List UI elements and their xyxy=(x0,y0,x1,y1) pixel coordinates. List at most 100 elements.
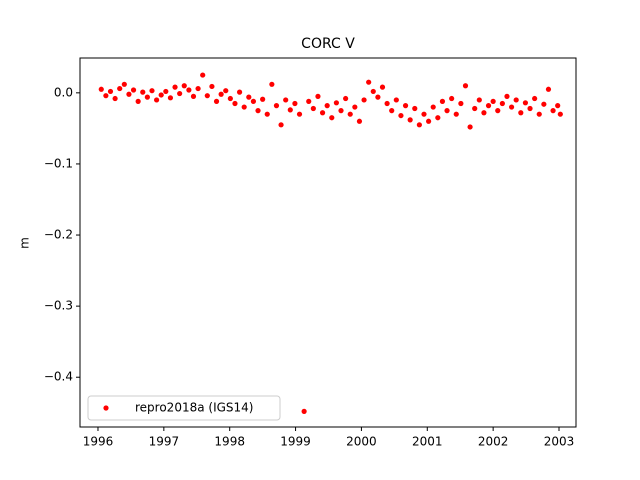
chart-title: CORC V xyxy=(301,36,355,52)
data-point xyxy=(541,101,547,107)
plot-area xyxy=(98,72,563,414)
data-point xyxy=(379,84,386,90)
data-point xyxy=(144,94,150,100)
data-point xyxy=(324,103,330,109)
data-point xyxy=(467,124,473,130)
data-point xyxy=(361,97,367,103)
data-point xyxy=(356,118,363,124)
data-point xyxy=(557,111,563,117)
data-point xyxy=(366,79,372,85)
data-point xyxy=(527,105,533,112)
data-point xyxy=(555,103,561,109)
data-point xyxy=(495,108,501,114)
data-point xyxy=(255,108,261,114)
data-point xyxy=(149,88,155,94)
data-point xyxy=(200,72,206,78)
data-point xyxy=(389,108,395,114)
data-point xyxy=(315,93,321,99)
data-point xyxy=(246,94,252,100)
data-point xyxy=(232,100,238,107)
data-point xyxy=(412,105,418,112)
data-point xyxy=(402,103,409,109)
data-point xyxy=(504,93,510,99)
data-point xyxy=(153,97,160,103)
data-point xyxy=(172,84,178,90)
data-point xyxy=(218,91,224,97)
data-point xyxy=(444,108,450,114)
y-tick-label: 0.0 xyxy=(54,85,73,99)
y-tick-label: −0.3 xyxy=(44,299,73,313)
data-point xyxy=(508,104,515,110)
data-point xyxy=(223,88,229,94)
data-point xyxy=(522,100,529,106)
legend-label: repro2018a (IGS14) xyxy=(135,401,253,415)
data-point xyxy=(177,90,183,97)
x-tick-label: 2001 xyxy=(412,435,443,449)
axes-frame xyxy=(79,57,577,428)
data-point xyxy=(103,93,109,99)
data-point xyxy=(264,111,270,117)
data-point xyxy=(158,92,164,98)
data-point xyxy=(190,93,197,99)
data-point xyxy=(398,112,404,119)
data-point xyxy=(241,104,247,110)
data-point xyxy=(112,95,118,102)
data-point xyxy=(107,88,114,95)
data-point xyxy=(333,100,339,106)
data-point xyxy=(167,95,174,101)
legend-marker xyxy=(103,405,109,411)
data-point xyxy=(236,89,243,95)
data-point xyxy=(140,89,146,95)
x-tick-label: 1999 xyxy=(280,435,311,449)
data-point xyxy=(435,115,441,121)
data-point xyxy=(98,86,104,92)
data-point xyxy=(195,85,201,92)
data-point xyxy=(490,98,496,104)
data-point xyxy=(213,98,220,104)
data-point xyxy=(426,118,432,124)
data-point xyxy=(204,93,210,99)
data-point xyxy=(375,94,381,100)
data-point xyxy=(536,111,542,117)
data-point xyxy=(458,100,464,107)
data-point xyxy=(439,98,446,104)
data-point xyxy=(121,81,127,87)
data-point xyxy=(462,83,469,89)
data-point xyxy=(227,95,233,102)
data-point xyxy=(518,110,524,116)
data-point xyxy=(329,115,335,121)
data-point xyxy=(117,85,123,92)
data-point xyxy=(292,100,298,107)
data-point xyxy=(481,110,487,116)
data-point xyxy=(449,95,455,102)
data-point xyxy=(301,408,307,414)
data-point xyxy=(485,103,492,109)
data-point xyxy=(384,100,390,107)
data-point xyxy=(260,96,266,102)
data-point xyxy=(250,98,257,104)
data-point xyxy=(163,88,169,95)
x-tick-label: 2003 xyxy=(544,435,575,449)
y-tick-label: −0.1 xyxy=(44,156,73,170)
data-point xyxy=(135,98,141,104)
data-point xyxy=(545,86,552,92)
data-point xyxy=(278,122,284,128)
data-point xyxy=(407,117,413,123)
data-point xyxy=(370,88,376,95)
data-point xyxy=(453,111,459,117)
data-point xyxy=(338,108,344,114)
data-point xyxy=(306,98,312,104)
data-point xyxy=(283,97,289,103)
data-point xyxy=(421,111,427,117)
data-point xyxy=(343,95,349,102)
x-tick-label: 1998 xyxy=(214,435,245,449)
data-point xyxy=(393,97,399,103)
data-point xyxy=(126,91,132,97)
data-point xyxy=(347,111,353,117)
y-tick-label: −0.2 xyxy=(44,228,73,242)
x-tick-label: 1997 xyxy=(149,435,180,449)
data-point xyxy=(130,87,137,93)
data-point xyxy=(269,81,275,87)
data-point xyxy=(287,107,293,113)
